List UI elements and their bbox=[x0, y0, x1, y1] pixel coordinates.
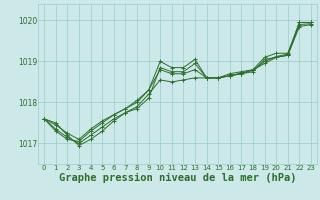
X-axis label: Graphe pression niveau de la mer (hPa): Graphe pression niveau de la mer (hPa) bbox=[59, 173, 296, 183]
